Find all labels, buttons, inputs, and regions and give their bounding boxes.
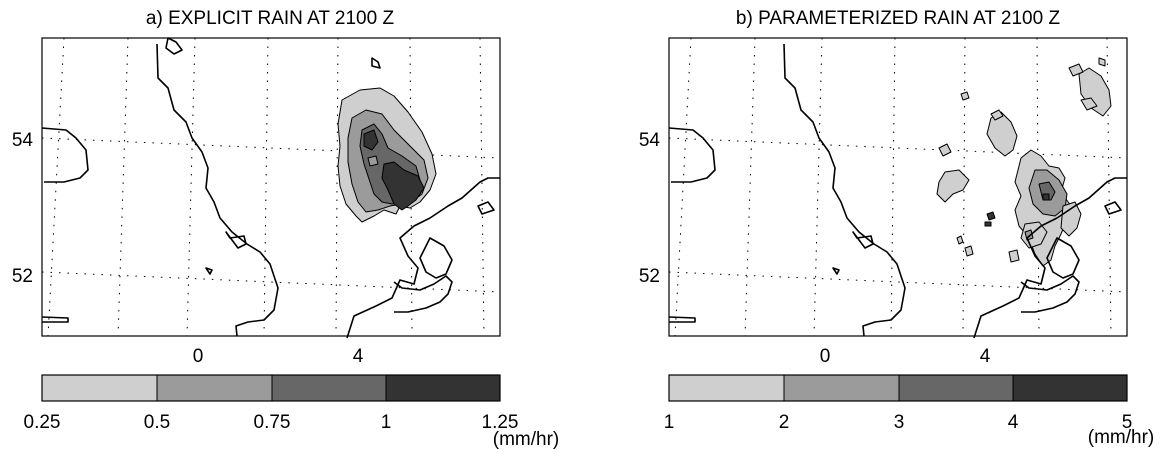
colorbar-b-swatch-2 xyxy=(784,375,899,401)
panel-a-title: a) EXPLICIT RAIN AT 2100 Z xyxy=(146,8,395,29)
panel-b: b) PARAMETERIZED RAIN AT 2100 Z xyxy=(639,8,1154,448)
colorbar-b-label-3: 3 xyxy=(894,412,905,433)
colorbar-b-label-1: 1 xyxy=(664,412,675,433)
colorbar-b-unit: (mm/hr) xyxy=(1088,427,1154,448)
panel-a-ytick-54: 54 xyxy=(12,130,34,151)
colorbar-b-swatch-3 xyxy=(899,375,1013,401)
map-b xyxy=(668,37,1128,339)
colorbar-a-unit: (mm/hr) xyxy=(493,429,559,450)
map-a-frame xyxy=(41,37,501,337)
colorbar-b-label-5: 5 xyxy=(1122,412,1133,433)
colorbar-a-swatch-2 xyxy=(157,375,272,401)
colorbar-a-swatch-3 xyxy=(272,375,386,401)
colorbar-a-label-1: 0.25 xyxy=(24,412,61,433)
colorbar-a-swatch-4 xyxy=(386,375,500,401)
map-a xyxy=(41,37,501,339)
colorbar-b-label-4: 4 xyxy=(1008,412,1019,433)
panel-a: a) EXPLICIT RAIN AT 2100 Z xyxy=(12,8,559,450)
panel-b-ytick-54: 54 xyxy=(639,130,661,151)
panel-b-xtick-0: 0 xyxy=(820,346,831,367)
rain-field-a xyxy=(337,87,437,223)
map-b-frame xyxy=(668,37,1128,337)
colorbar-a-label-4: 1 xyxy=(381,412,392,433)
colorbar-b xyxy=(668,374,1128,402)
colorbar-b-swatch-1 xyxy=(669,375,784,401)
panel-b-xtick-4: 4 xyxy=(980,346,991,367)
panel-a-ytick-52: 52 xyxy=(12,266,33,287)
colorbar-a xyxy=(41,374,501,402)
colorbar-b-label-2: 2 xyxy=(779,412,790,433)
panel-a-xtick-4: 4 xyxy=(353,346,364,367)
colorbar-a-label-3: 0.75 xyxy=(254,412,291,433)
colorbar-b-swatch-4 xyxy=(1013,375,1127,401)
colorbar-a-label-5: 1.25 xyxy=(482,412,519,433)
panel-b-title: b) PARAMETERIZED RAIN AT 2100 Z xyxy=(736,8,1061,29)
panel-b-ytick-52: 52 xyxy=(639,266,660,287)
colorbar-a-label-2: 0.5 xyxy=(144,412,170,433)
colorbar-a-swatch-1 xyxy=(42,375,157,401)
panel-a-xtick-0: 0 xyxy=(193,346,204,367)
